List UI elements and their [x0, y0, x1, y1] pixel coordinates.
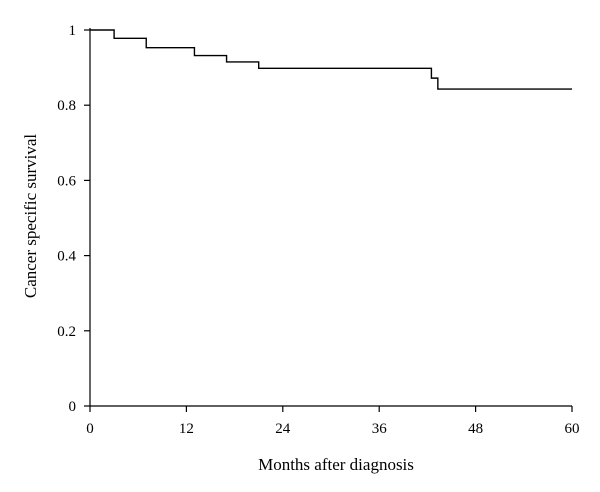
x-tick-label: 24	[275, 421, 291, 437]
x-ticks: 0 12 24 36 48 60	[86, 406, 580, 437]
y-tick-label: 0.4	[57, 249, 76, 265]
x-tick-label: 36	[372, 421, 388, 437]
y-ticks: 0 0.2 0.4 0.6 0.8 1	[57, 23, 90, 415]
x-axis-label: Months after diagnosis	[258, 455, 414, 474]
y-tick-label: 0.2	[57, 324, 76, 340]
y-tick-label: 0.6	[57, 173, 76, 189]
x-tick-label: 12	[179, 421, 194, 437]
y-tick-label: 1	[69, 23, 77, 39]
x-tick-label: 48	[468, 421, 483, 437]
axes	[89, 28, 572, 407]
y-axis-label: Cancer specific survival	[21, 134, 40, 299]
series-group	[90, 29, 572, 90]
survival-step-line	[90, 29, 572, 90]
x-tick-label: 0	[86, 421, 94, 437]
y-tick-label: 0.8	[57, 98, 76, 114]
y-tick-label: 0	[69, 399, 77, 415]
x-tick-label: 60	[565, 421, 580, 437]
